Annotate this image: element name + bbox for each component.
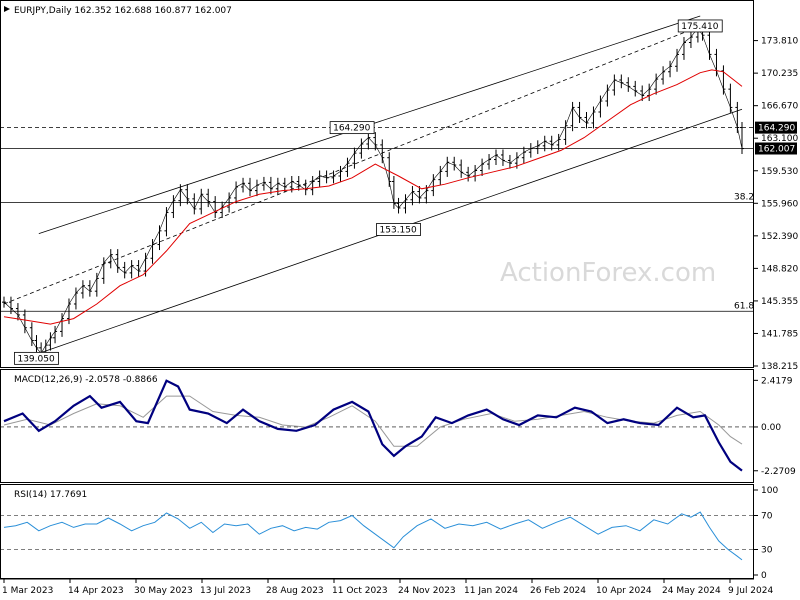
- moving-average-line: [3, 69, 743, 325]
- channel-middle-line: [3, 25, 701, 305]
- rsi-axis-label: 30: [761, 546, 773, 556]
- price-callout-label: 153.150: [380, 225, 417, 235]
- rsi-axis-label: 100: [761, 486, 778, 496]
- fib-level-label: 38.2: [734, 192, 754, 202]
- price-callout-label: 139.050: [17, 354, 54, 364]
- price-pane-title: EURJPY,Daily 162.352 162.688 160.877 162…: [14, 6, 232, 16]
- price-axis-label: 148.820: [761, 264, 798, 274]
- price-axis-label: 155.960: [761, 199, 798, 209]
- price-callout-box: [329, 121, 375, 135]
- date-axis-label: 24 May 2024: [662, 586, 721, 596]
- price-tag-label: 162.007: [758, 144, 795, 154]
- date-axis-label: 14 Apr 2023: [68, 586, 124, 596]
- price-axis-label: 159.530: [761, 167, 798, 177]
- price-axis-label: 173.810: [761, 37, 798, 47]
- price-axis-label: 170.235: [761, 69, 798, 79]
- date-axis-label: 28 Aug 2023: [266, 586, 324, 596]
- macd-pane-frame: [0, 369, 754, 483]
- price-axis-label: 163.100: [761, 134, 798, 144]
- macd-layer: [0, 379, 754, 472]
- price-axis-label: 152.390: [761, 232, 798, 242]
- date-axis-label: 10 Apr 2024: [596, 586, 652, 596]
- fib-level-label: 61.8: [734, 301, 754, 311]
- price-callout-label: 164.290: [333, 124, 370, 134]
- symbol-title: EURJPY,Daily: [14, 6, 72, 16]
- price-axis-label: 138.215: [761, 362, 798, 372]
- macd-axis-label: 2.4179: [761, 376, 793, 386]
- price-axis-label: 166.670: [761, 102, 798, 112]
- date-axis-label: 9 Jul 2024: [728, 586, 773, 596]
- title-marker-icon: [4, 6, 10, 12]
- macd-axis-label: 0.00: [761, 423, 781, 433]
- rsi-axis-label: 0: [761, 571, 767, 581]
- rsi-layer: [0, 511, 754, 561]
- price-callout-box: [677, 19, 723, 33]
- date-axis-label: 1 Mar 2023: [2, 586, 53, 596]
- date-axis-label: 11 Oct 2023: [332, 586, 388, 596]
- macd-line: [3, 379, 743, 472]
- price-callout-box: [14, 351, 59, 365]
- rsi-pane-title: RSI(14) 17.7691: [14, 490, 87, 500]
- price-axis-label: 145.355: [761, 297, 798, 307]
- price-pane-frame: [0, 0, 754, 368]
- macd-axis-label: -2.2709: [761, 467, 796, 477]
- price-layer: 38.2 61.8 175.410 164.290 153.150 139.050 164.…: [0, 15, 797, 365]
- ohlc-values: 162.352 162.688 160.877 162.007: [74, 6, 231, 16]
- rsi-line: [3, 511, 743, 561]
- date-axis-label: 11 Jan 2024: [464, 586, 518, 596]
- date-axis-label: 30 May 2023: [134, 586, 193, 596]
- watermark: ActionForex.com: [500, 258, 716, 288]
- price-axis-label: 141.785: [761, 329, 798, 339]
- price-callout-label: 175.410: [681, 22, 718, 32]
- price-close-line: [3, 27, 743, 354]
- date-axis-label: 26 Feb 2024: [530, 586, 586, 596]
- rsi-pane-frame: [0, 484, 754, 579]
- price-callout-box: [376, 223, 421, 236]
- price-tag: [755, 121, 797, 134]
- price-tag-label: 164.290: [758, 124, 795, 134]
- axes-layer: 173.810 170.235 166.670 163.100 159.530 155.9…: [2, 37, 798, 596]
- rsi-axis-label: 70: [761, 512, 773, 522]
- price-tag: [755, 142, 797, 155]
- macd-pane-title: MACD(12,26,9) -2.0578 -0.8866: [14, 375, 158, 385]
- macd-signal-line: [3, 395, 743, 447]
- date-axis-label: 13 Jul 2023: [200, 586, 251, 596]
- date-axis-label: 24 Nov 2023: [398, 586, 456, 596]
